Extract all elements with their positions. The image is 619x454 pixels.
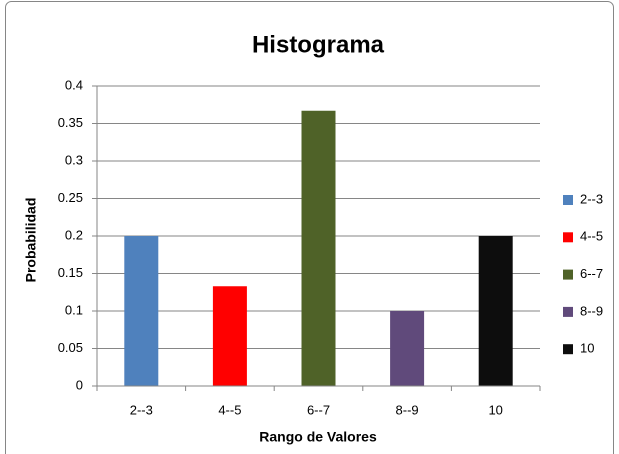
x-tick-label: 2--3 xyxy=(130,402,153,417)
bar xyxy=(390,311,425,386)
x-tick-label: 8--9 xyxy=(396,402,419,417)
legend-label: 2--3 xyxy=(580,191,603,206)
bar xyxy=(212,286,247,386)
x-tick-label: 10 xyxy=(488,402,502,417)
y-tick-label: 0.05 xyxy=(58,340,83,355)
y-tick-label: 0 xyxy=(76,377,83,392)
legend-label: 8--9 xyxy=(580,303,603,318)
bar xyxy=(301,110,336,386)
y-tick-label: 0.4 xyxy=(65,77,83,92)
x-axis-title: Rango de Valores xyxy=(259,429,377,445)
chart-title: Histograma xyxy=(252,31,385,58)
legend-swatch xyxy=(563,306,573,317)
legend-label: 10 xyxy=(580,341,594,356)
x-tick-label: 6--7 xyxy=(307,402,330,417)
y-tick-label: 0.25 xyxy=(58,190,83,205)
legend-label: 4--5 xyxy=(580,229,603,244)
y-tick-label: 0.2 xyxy=(65,227,83,242)
bar xyxy=(124,236,159,386)
y-tick-label: 0.35 xyxy=(58,115,83,130)
y-axis-title: Probabilidad xyxy=(23,198,39,283)
x-tick-label: 4--5 xyxy=(218,402,241,417)
legend-swatch xyxy=(563,232,573,243)
legend-swatch xyxy=(563,195,573,205)
bar xyxy=(478,236,513,386)
y-tick-label: 0.1 xyxy=(65,302,83,317)
legend-swatch xyxy=(563,269,573,280)
y-tick-label: 0.3 xyxy=(65,152,83,167)
legend-swatch xyxy=(563,344,573,355)
legend-label: 6--7 xyxy=(580,266,603,281)
y-tick-label: 0.15 xyxy=(58,265,83,280)
